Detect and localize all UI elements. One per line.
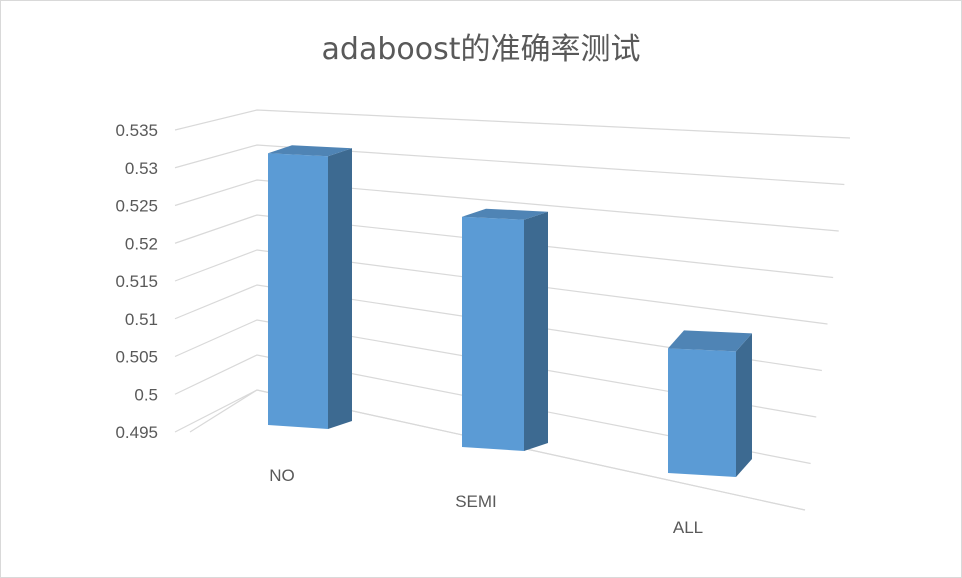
y-tick-label: 0.505	[115, 348, 158, 367]
y-tick-label: 0.515	[115, 272, 158, 291]
gridline	[174, 214, 834, 279]
bar-side	[328, 148, 352, 429]
bar-semi	[462, 208, 548, 451]
y-tick-label: 0.535	[115, 121, 158, 140]
bar-front	[668, 348, 736, 477]
bar-front	[462, 216, 524, 451]
category-label: SEMI	[455, 492, 497, 511]
bar-top	[668, 330, 752, 352]
y-axis-ticks: 0.535 0.53 0.525 0.52 0.515 0.51 0.505 0.5 0.495	[115, 121, 158, 442]
bar-side	[524, 211, 548, 451]
category-label: NO	[269, 466, 295, 485]
chart-title: adaboost的准确率测试	[321, 32, 641, 67]
y-tick-label: 0.525	[115, 197, 158, 216]
category-labels: NO SEMI ALL	[269, 466, 703, 537]
gridline	[174, 354, 811, 465]
y-tick-label: 0.53	[125, 159, 158, 178]
bar-top	[462, 208, 548, 220]
y-tick-label: 0.52	[125, 234, 158, 253]
category-label: ALL	[673, 518, 703, 537]
y-tick-label: 0.51	[125, 310, 158, 329]
bar-side	[736, 333, 752, 477]
gridline	[174, 249, 828, 325]
bar-top	[268, 145, 352, 157]
y-tick-label: 0.495	[115, 423, 158, 442]
gridline	[174, 179, 839, 232]
gridline	[174, 284, 822, 372]
bars	[268, 145, 752, 477]
bar-all	[668, 330, 752, 477]
gridlines	[174, 109, 851, 511]
bar-no	[268, 145, 352, 429]
gridline	[174, 109, 851, 139]
gridline	[174, 319, 817, 418]
gridline	[174, 144, 845, 186]
y-tick-label: 0.5	[134, 385, 158, 404]
floor-line	[189, 389, 806, 511]
bar-front	[268, 153, 328, 429]
